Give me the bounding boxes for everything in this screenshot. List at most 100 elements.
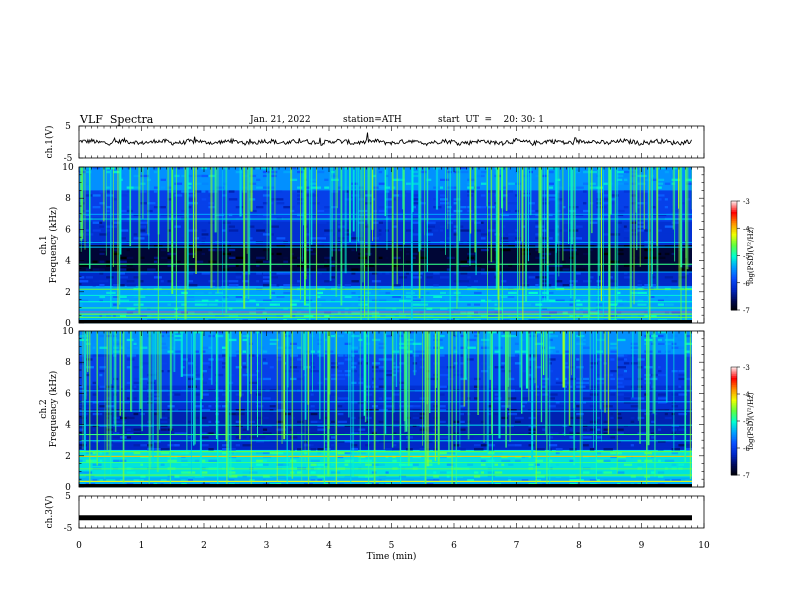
spectrogram-cell [290, 346, 293, 349]
spectrogram-cell [378, 385, 386, 388]
sferic-streak [501, 167, 503, 323]
spectrogram-cell [113, 409, 122, 412]
spectrogram-cell [405, 182, 412, 185]
sferic-streak [246, 167, 248, 254]
spectrogram-cell [317, 354, 325, 357]
sferic-streak [170, 331, 173, 431]
sferic-streak [459, 331, 461, 448]
spectrogram-cell [467, 436, 474, 439]
sferic-streak [629, 167, 632, 308]
spectrogram-cell [358, 405, 367, 408]
spectrogram-cell [474, 291, 482, 295]
spectrogram-cell [549, 237, 553, 240]
spectrogram-cell [562, 432, 566, 435]
sferic-streak [102, 167, 105, 222]
spectrogram-cell [508, 424, 514, 427]
sferic-streak [636, 167, 638, 251]
spectrogram-cell [419, 416, 424, 420]
sferic-streak [82, 331, 84, 450]
sferic-streak [418, 167, 420, 252]
spectrogram-cell [290, 256, 299, 259]
spectrogram-cell [467, 284, 472, 287]
spectrogram-cell [440, 299, 445, 302]
spectrogram-cell [133, 479, 140, 482]
spectrogram-cell [494, 350, 500, 353]
spectrogram-cell [583, 432, 591, 435]
spectrogram-cell [99, 412, 103, 416]
spectrogram-cell [378, 346, 386, 349]
spectrogram-cell [160, 412, 166, 416]
sferic-streak [424, 331, 427, 483]
sferic-streak [656, 167, 658, 246]
sferic-streak [110, 331, 112, 470]
spectrogram-cell [576, 342, 586, 345]
spectrogram-line [79, 271, 692, 273]
sferic-streak [329, 167, 332, 281]
spectrogram-cell [256, 260, 264, 263]
sferic-streak [152, 331, 154, 469]
spectrogram-cell [85, 471, 93, 474]
spectrogram-cell [617, 170, 626, 174]
spectrogram-cell [501, 459, 511, 462]
spectrogram-cell [371, 221, 379, 224]
sferic-streak [171, 167, 174, 295]
spectrogram-cell [378, 170, 383, 174]
spectrogram-cell [405, 299, 413, 302]
spectrogram-cell [317, 420, 323, 423]
spectrogram-cell [623, 245, 632, 248]
spectrogram-cell [637, 276, 646, 279]
spectrogram-cell [664, 198, 668, 201]
spectrogram-cell [569, 307, 574, 310]
spectrogram-cell [603, 420, 608, 423]
sferic-streak [312, 331, 313, 392]
spectrogram-cell [126, 432, 135, 435]
spectrogram-cell [453, 229, 457, 232]
spectrogram-cell [188, 194, 197, 197]
spectrogram-cell [589, 307, 596, 310]
spectrogram-cell [657, 397, 667, 400]
spectrogram-cell [194, 260, 204, 263]
spectrogram-cell [99, 225, 105, 228]
spectrogram-cell [201, 444, 209, 447]
spectrogram-cell [358, 475, 367, 478]
y-tick-label: 10 [62, 163, 74, 173]
spectrogram-cell [378, 272, 382, 275]
spectrogram-cell [256, 451, 265, 455]
spectrogram-cell [467, 276, 471, 279]
spectrogram-cell [188, 198, 197, 201]
spectrogram-cell [344, 397, 349, 400]
spectrogram-cell [392, 190, 399, 193]
spectrogram-cell [446, 471, 452, 474]
y-tick-label: 6 [65, 225, 71, 235]
sferic-streak [535, 331, 537, 487]
spectrogram-cell [569, 432, 575, 435]
sferic-streak [651, 167, 653, 287]
spectrogram-cell [269, 291, 276, 295]
y-tick-label: 10 [62, 327, 74, 337]
spectrogram-cell [542, 194, 549, 197]
spectrogram-cell [535, 366, 542, 369]
spectrogram-cell [201, 350, 206, 353]
spectrogram-cell [174, 276, 183, 279]
spectrogram-cell [419, 256, 427, 259]
spectrogram-cell [113, 221, 122, 224]
spectrogram-cell [201, 346, 209, 349]
sferic-streak [424, 167, 425, 236]
spectrogram-cell [378, 256, 383, 259]
spectrogram-cell [317, 170, 325, 174]
spectrogram-cell [92, 346, 96, 349]
spectrogram-cell [569, 479, 579, 482]
spectrogram-cell [85, 213, 90, 217]
spectrogram-cell [79, 393, 88, 396]
spectrogram-cell [467, 377, 475, 381]
spectrogram-cell [549, 338, 553, 342]
spectrogram-cell [440, 346, 444, 349]
spectrogram-cell [317, 432, 327, 435]
spectrogram-cell [262, 190, 268, 193]
spectrogram-band [79, 446, 692, 449]
spectrogram-cell [194, 237, 200, 240]
spectrogram-cell [426, 276, 433, 279]
colorbar-cell [731, 412, 737, 415]
